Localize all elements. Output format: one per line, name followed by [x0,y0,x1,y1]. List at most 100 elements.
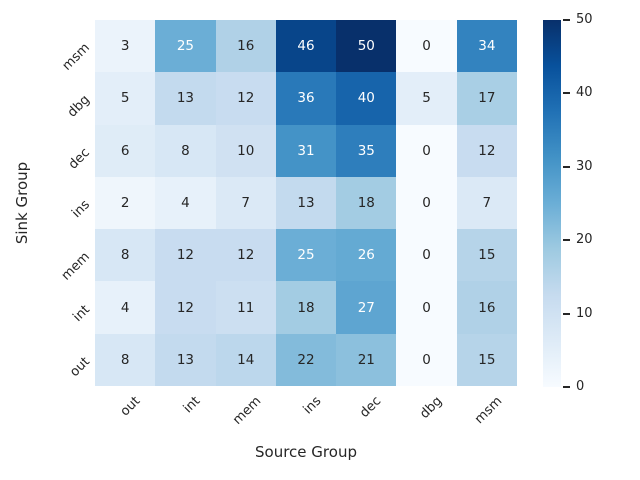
heatmap-cell: 2 [95,176,156,230]
heatmap-cell: 0 [396,124,457,177]
heatmap-cell-value: 21 [357,351,375,368]
heatmap-cell-value: 5 [120,90,130,107]
heatmap-cell-value: 17 [478,90,496,107]
x-tick-label: msm [471,393,506,428]
colorbar-tick-mark [563,165,570,168]
heatmap-cell: 8 [155,124,216,177]
colorbar-tick-label: 10 [576,305,593,321]
heatmap-cell-value: 27 [357,299,375,316]
heatmap-cell-value: 13 [176,90,195,107]
x-tick-label: dec [357,393,385,421]
heatmap-cell: 16 [215,20,276,73]
heatmap-cell: 0 [396,333,457,386]
heatmap-cell-value: 26 [357,247,375,264]
heatmap-cell: 18 [275,281,337,334]
heatmap-cell-value: 0 [422,38,431,55]
heatmap-cell: 0 [396,176,457,230]
x-tick-label: ins [300,393,325,418]
y-tick-label: out [67,354,93,380]
heatmap-cell-value: 12 [237,90,255,107]
heatmap-cell: 15 [456,333,517,386]
heatmap-cell: 16 [456,281,517,334]
heatmap-cell: 7 [456,176,517,230]
y-axis-title: Sink Group [13,161,31,245]
heatmap-cell: 46 [275,20,337,73]
heatmap-cell-value: 7 [241,194,250,211]
heatmap-cell: 4 [95,281,156,334]
heatmap-cell-value: 36 [297,90,315,107]
heatmap-cell-value: 8 [181,142,190,159]
y-tick-label: msm [59,40,93,74]
heatmap-cell: 40 [336,72,397,125]
x-tick-label: mem [229,393,265,428]
heatmap-cell: 36 [275,72,337,125]
x-axis-title: Source Group [255,443,357,461]
colorbar-tick-label: 20 [576,232,593,248]
colorbar-tick-mark [563,239,570,242]
heatmap-cell-value: 15 [478,247,496,264]
heatmap-cell-value: 0 [422,247,431,264]
heatmap-cell-value: 15 [478,351,496,368]
heatmap-cell-value: 8 [120,351,130,368]
colorbar-tick-mark [563,312,570,315]
heatmap-cell: 8 [95,229,156,282]
heatmap-cell-value: 40 [357,90,375,107]
heatmap-cell: 34 [456,20,517,73]
heatmap-cell: 5 [95,72,156,125]
heatmap-cell-value: 16 [478,299,496,316]
heatmap-cell: 14 [215,333,276,386]
heatmap-cell: 15 [456,229,517,282]
heatmap-cell: 10 [215,124,276,177]
heatmap-cell: 25 [155,20,216,73]
heatmap-cell-value: 34 [478,38,496,55]
x-tick-label: dbg [416,393,445,422]
heatmap-cell: 22 [275,333,337,386]
heatmap-cell: 35 [336,124,397,177]
heatmap-cell: 8 [95,333,156,386]
heatmap-cell: 12 [155,229,216,282]
heatmap-cell: 25 [275,229,337,282]
heatmap-cell: 21 [336,333,397,386]
heatmap-cell: 18 [336,176,397,230]
y-tick-label: dbg [64,92,93,121]
colorbar-tick-label: 30 [576,158,593,174]
heatmap-cell: 12 [215,229,276,282]
heatmap-cell: 0 [396,281,457,334]
heatmap-cell: 13 [155,72,216,125]
heatmap-cell-value: 16 [237,38,255,55]
heatmap-cell-value: 8 [120,247,130,264]
colorbar-tick-label: 50 [576,12,593,27]
heatmap-cell-value: 5 [422,90,431,107]
colorbar-tick-mark [563,19,570,21]
heatmap-cell: 13 [275,176,337,230]
heatmap-cell-value: 35 [357,142,375,159]
heatmap-cell: 7 [215,176,276,230]
heatmap-cell: 13 [155,333,216,386]
heatmap-cell-value: 13 [176,351,195,368]
heatmap-cell-value: 12 [478,142,496,159]
y-tick-label: int [70,301,93,325]
colorbar-tick-mark [563,92,570,95]
heatmap-cell-value: 13 [297,194,315,211]
heatmap-cell-value: 18 [357,194,375,211]
y-tick-label: dec [65,145,93,173]
heatmap-cell-value: 14 [237,351,255,368]
heatmap-cell-value: 3 [120,38,130,55]
heatmap-cell-value: 12 [176,299,195,316]
colorbar-gradient [543,20,561,387]
heatmap-cell: 27 [336,281,397,334]
heatmap-cell-value: 0 [422,299,431,316]
heatmap-cell: 4 [155,176,216,230]
heatmap-cell: 12 [215,72,276,125]
heatmap-grid: 3 25 16 46 50 0 34 5 13 12 36 40 5 17 6 8 10 31 35 0 12 2 4 7 13… [95,20,517,386]
heatmap-cell-value: 0 [422,194,431,211]
heatmap-cell-value: 0 [422,351,431,368]
heatmap-cell-value: 7 [482,194,492,211]
x-tick-label: int [181,393,204,417]
heatmap-cell-value: 10 [237,142,255,159]
heatmap-cell-value: 11 [237,299,255,316]
heatmap-cell-value: 25 [297,247,315,264]
heatmap-cell-value: 22 [297,351,315,368]
heatmap-cell-value: 46 [297,38,315,55]
